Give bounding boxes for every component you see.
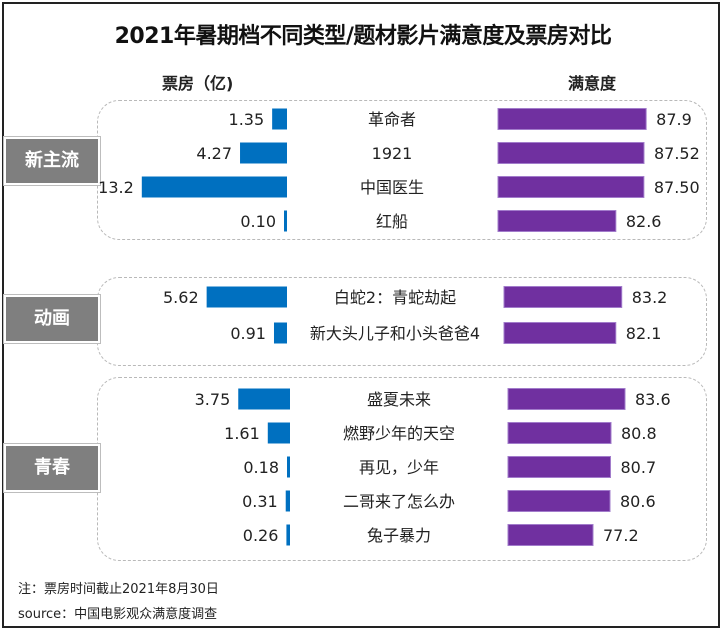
film-title: 燃野少年的天空	[343, 424, 455, 443]
film-title: 兔子暴力	[367, 526, 431, 545]
film-title: 中国医生	[360, 178, 424, 197]
group-tag-animation: 动画	[6, 297, 98, 341]
satisfaction-bar	[497, 142, 645, 164]
box-office-bar	[267, 422, 290, 444]
satisfaction-bar	[497, 108, 647, 130]
satisfaction-label: 87.52	[654, 144, 700, 163]
note-source: source：中国电影观众满意度调查	[18, 607, 218, 622]
satisfaction-bar	[497, 176, 645, 198]
box-office-axis-label: 票房（亿)	[162, 74, 234, 93]
satisfaction-bar	[507, 524, 594, 546]
satisfaction-bar	[503, 322, 617, 344]
box-office-label: 5.62	[163, 288, 199, 307]
satisfaction-label: 83.2	[632, 288, 668, 307]
box-office-label: 1.61	[224, 424, 260, 443]
box-office-bar	[238, 388, 290, 410]
satisfaction-label: 80.7	[621, 458, 657, 477]
film-title: 再见，少年	[359, 458, 439, 477]
satisfaction-bar	[507, 490, 611, 512]
box-office-bar	[287, 456, 290, 478]
satisfaction-label: 87.50	[654, 178, 700, 197]
chart-frame	[2, 2, 720, 628]
box-office-label: 13.2	[98, 178, 134, 197]
box-office-label: 0.10	[240, 212, 276, 231]
satisfaction-label: 83.6	[635, 390, 671, 409]
box-office-bar	[284, 210, 287, 232]
satisfaction-axis-label: 满意度	[568, 74, 617, 93]
satisfaction-label: 82.1	[626, 324, 662, 343]
film-title: 二哥来了怎么办	[343, 492, 455, 511]
film-title: 白蛇2：青蛇劫起	[334, 288, 456, 307]
box-office-bar	[285, 490, 290, 512]
satisfaction-label: 77.2	[603, 526, 639, 545]
satisfaction-label: 80.6	[620, 492, 656, 511]
box-office-label: 0.26	[243, 526, 279, 545]
satisfaction-label: 82.6	[626, 212, 662, 231]
satisfaction-bar	[507, 388, 626, 410]
chart-title: 2021年暑期档不同类型/题材影片满意度及票房对比	[114, 24, 612, 49]
film-title: 新大头儿子和小头爸爸4	[310, 324, 480, 343]
box-office-bar	[240, 142, 287, 164]
box-office-bar	[273, 322, 287, 344]
group-tag-youth: 青春	[6, 446, 98, 490]
box-office-label: 0.31	[242, 492, 278, 511]
box-office-label: 0.91	[230, 324, 266, 343]
box-office-label: 1.35	[229, 110, 265, 129]
film-title: 盛夏未来	[367, 390, 431, 409]
satisfaction-label: 87.9	[656, 110, 692, 129]
satisfaction-label: 80.8	[621, 424, 657, 443]
satisfaction-bar	[497, 210, 617, 232]
box-office-label: 0.18	[243, 458, 279, 477]
film-title: 革命者	[368, 110, 416, 129]
satisfaction-bar	[503, 286, 623, 308]
box-office-bar	[272, 108, 287, 130]
film-title: 1921	[372, 144, 413, 163]
box-office-bar	[206, 286, 287, 308]
group-tag-new-mainstream: 新主流	[6, 139, 98, 183]
satisfaction-bar	[507, 456, 611, 478]
box-office-bar	[141, 176, 287, 198]
box-office-label: 3.75	[195, 390, 231, 409]
film-title: 红船	[376, 212, 408, 231]
box-office-label: 4.27	[196, 144, 232, 163]
satisfaction-bar	[507, 422, 612, 444]
note-date: 注：票房时间截止2021年8月30日	[18, 582, 219, 597]
box-office-bar	[286, 524, 290, 546]
